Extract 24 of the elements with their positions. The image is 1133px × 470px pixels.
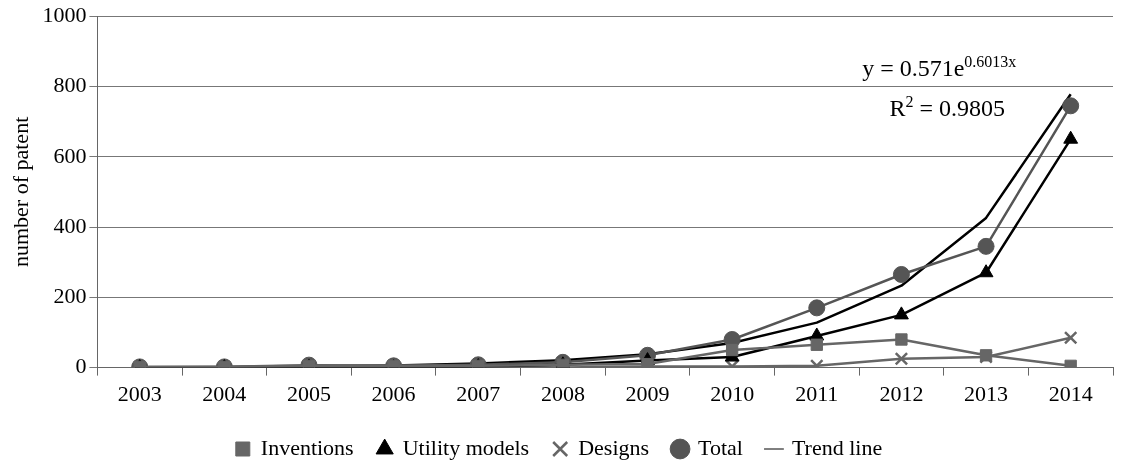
y-tick-label: 800 [53,72,87,98]
x-tick-label: 2007 [456,380,501,406]
x-tick-label: 2014 [1048,380,1093,406]
x-tick-label: 2011 [795,380,839,406]
x-tick-label: 2012 [879,380,924,406]
x-tick-label: 2013 [964,380,1009,406]
x-tick-label: 2008 [540,380,585,406]
y-tick-label: 0 [75,353,87,379]
x-tick-label: 2003 [117,380,162,406]
legend-label: Trend line [791,434,883,460]
x-tick-label: 2009 [625,380,670,406]
legend-label: Designs [578,434,650,460]
x-tick-label: 2010 [710,380,755,406]
legend-label: Utility models [402,434,530,460]
legend-label: Total [698,434,743,460]
x-tick-label: 2005 [286,380,331,406]
y-tick-label: 600 [53,142,87,168]
y-tick-label: 200 [53,283,87,309]
y-tick-label: 400 [53,212,87,238]
legend-label: Inventions [260,434,354,460]
y-tick-label: 1000 [42,1,87,27]
x-tick-label: 2004 [202,380,247,406]
x-tick-label: 2006 [371,380,416,406]
y-axis-title: number of patent [7,116,33,268]
